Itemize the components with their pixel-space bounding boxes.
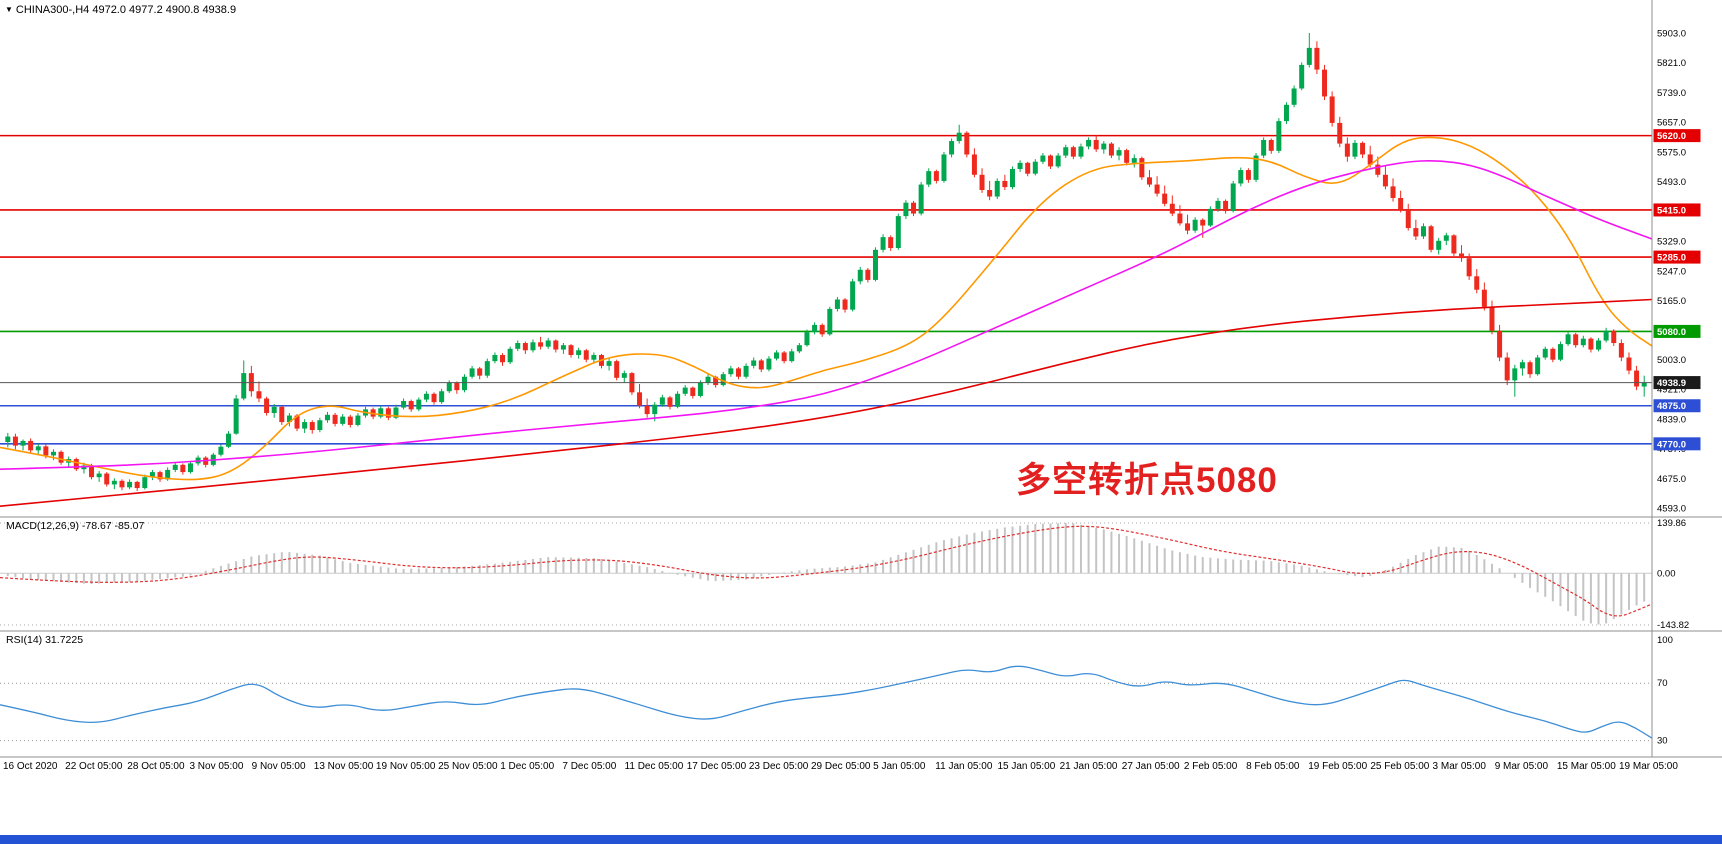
svg-text:5285.0: 5285.0 bbox=[1657, 253, 1686, 264]
price-badge-4938.9 bbox=[1653, 376, 1701, 390]
svg-text:-143.82: -143.82 bbox=[1657, 620, 1689, 631]
rsi-indicator-label: RSI(14) 31.7225 bbox=[6, 634, 84, 646]
price-tick: 5903.0 bbox=[1657, 29, 1686, 40]
time-tick: 11 Jan 05:00 bbox=[935, 761, 993, 772]
macd-signal-line bbox=[0, 525, 1653, 617]
price-tick: 4839.0 bbox=[1657, 414, 1686, 425]
price-tick: 5247.0 bbox=[1657, 266, 1686, 277]
price-tick: 5493.0 bbox=[1657, 177, 1686, 188]
time-tick: 15 Jan 05:00 bbox=[997, 761, 1055, 772]
window-bottom-bar bbox=[0, 835, 1722, 844]
time-tick: 16 Oct 2020 bbox=[3, 761, 58, 772]
macd-indicator-label: MACD(12,26,9) -78.67 -85.07 bbox=[6, 520, 145, 532]
svg-text:5080.0: 5080.0 bbox=[1657, 327, 1686, 338]
time-tick: 13 Nov 05:00 bbox=[314, 761, 374, 772]
horizontal-lines bbox=[0, 134, 1652, 445]
svg-text:5620.0: 5620.0 bbox=[1657, 131, 1686, 142]
time-axis[interactable]: 16 Oct 2020 22 Oct 05:00 28 Oct 05:00 3 Nov… bbox=[3, 761, 1678, 772]
ma-fast-orange bbox=[0, 136, 1653, 481]
macd-panel[interactable] bbox=[0, 522, 1652, 626]
price-tick: 4921.0 bbox=[1657, 385, 1686, 396]
rsi-panel[interactable] bbox=[0, 682, 1652, 742]
price-badge-5620.0 bbox=[1653, 129, 1701, 143]
time-tick: 23 Dec 05:00 bbox=[749, 761, 809, 772]
time-tick: 2 Feb 05:00 bbox=[1184, 761, 1238, 772]
price-tick: 5575.0 bbox=[1657, 147, 1686, 158]
time-tick: 3 Mar 05:00 bbox=[1433, 761, 1487, 772]
time-tick: 28 Oct 05:00 bbox=[127, 761, 185, 772]
time-tick: 19 Mar 05:00 bbox=[1619, 761, 1678, 772]
time-tick: 21 Jan 05:00 bbox=[1060, 761, 1118, 772]
svg-text:100: 100 bbox=[1657, 635, 1673, 646]
time-tick: 8 Feb 05:00 bbox=[1246, 761, 1300, 772]
ma-slow-red bbox=[0, 298, 1653, 507]
price-axis-badges: 5620.0 5415.0 5285.0 5080.0 4938.9 4875.0 4770… bbox=[1653, 129, 1701, 451]
price-tick: 5739.0 bbox=[1657, 88, 1686, 99]
time-tick: 29 Dec 05:00 bbox=[811, 761, 871, 772]
indicator-axis-labels: 139.86 0.00 -143.82 100 70 30 bbox=[1657, 518, 1689, 747]
time-tick: 9 Nov 05:00 bbox=[252, 761, 306, 772]
price-tick: 5329.0 bbox=[1657, 237, 1686, 248]
price-badge-5080.0 bbox=[1653, 324, 1701, 338]
svg-text:70: 70 bbox=[1657, 678, 1668, 689]
time-tick: 19 Nov 05:00 bbox=[376, 761, 436, 772]
svg-text:30: 30 bbox=[1657, 736, 1668, 747]
chart-annotation-text[interactable]: 多空转折点5080 bbox=[1016, 461, 1278, 500]
svg-text:0.00: 0.00 bbox=[1657, 568, 1676, 579]
candlestick-series bbox=[5, 33, 1647, 491]
price-tick: 4593.0 bbox=[1657, 504, 1686, 515]
time-tick: 25 Feb 05:00 bbox=[1370, 761, 1429, 772]
svg-text:4938.9: 4938.9 bbox=[1657, 378, 1686, 389]
price-badge-4770.0 bbox=[1653, 437, 1701, 451]
price-tick: 5821.0 bbox=[1657, 58, 1686, 69]
svg-text:4875.0: 4875.0 bbox=[1657, 401, 1686, 412]
time-tick: 22 Oct 05:00 bbox=[65, 761, 123, 772]
price-tick: 4675.0 bbox=[1657, 474, 1686, 485]
price-badge-4875.0 bbox=[1653, 399, 1701, 413]
rsi-line bbox=[0, 665, 1653, 739]
time-tick: 3 Nov 05:00 bbox=[189, 761, 243, 772]
time-tick: 5 Jan 05:00 bbox=[873, 761, 926, 772]
time-tick: 19 Feb 05:00 bbox=[1308, 761, 1367, 772]
price-badge-5285.0 bbox=[1653, 250, 1701, 264]
price-tick: 5657.0 bbox=[1657, 118, 1686, 129]
price-badge-5415.0 bbox=[1653, 203, 1701, 217]
time-tick: 15 Mar 05:00 bbox=[1557, 761, 1616, 772]
symbol-info-line: ▼ CHINA300-,H4 4972.0 4977.2 4900.8 4938.… bbox=[5, 4, 236, 16]
panel-separators[interactable] bbox=[0, 0, 1722, 758]
svg-text:139.86: 139.86 bbox=[1657, 518, 1686, 529]
price-tick: 5165.0 bbox=[1657, 296, 1686, 307]
time-tick: 27 Jan 05:00 bbox=[1122, 761, 1180, 772]
time-tick: 11 Dec 05:00 bbox=[625, 761, 684, 772]
time-tick: 17 Dec 05:00 bbox=[687, 761, 747, 772]
time-tick: 1 Dec 05:00 bbox=[500, 761, 554, 772]
time-tick: 25 Nov 05:00 bbox=[438, 761, 498, 772]
time-tick: 9 Mar 05:00 bbox=[1495, 761, 1549, 772]
symbol-ohlc-text: CHINA300-,H4 4972.0 4977.2 4900.8 4938.9 bbox=[15, 4, 237, 16]
time-tick: 7 Dec 05:00 bbox=[562, 761, 616, 772]
ma-mid-magenta bbox=[0, 160, 1653, 470]
price-tick: 5003.0 bbox=[1657, 355, 1686, 366]
svg-text:5415.0: 5415.0 bbox=[1657, 205, 1686, 216]
svg-text:4770.0: 4770.0 bbox=[1657, 439, 1686, 450]
collapse-arrow-icon[interactable]: ▼ bbox=[5, 5, 13, 14]
